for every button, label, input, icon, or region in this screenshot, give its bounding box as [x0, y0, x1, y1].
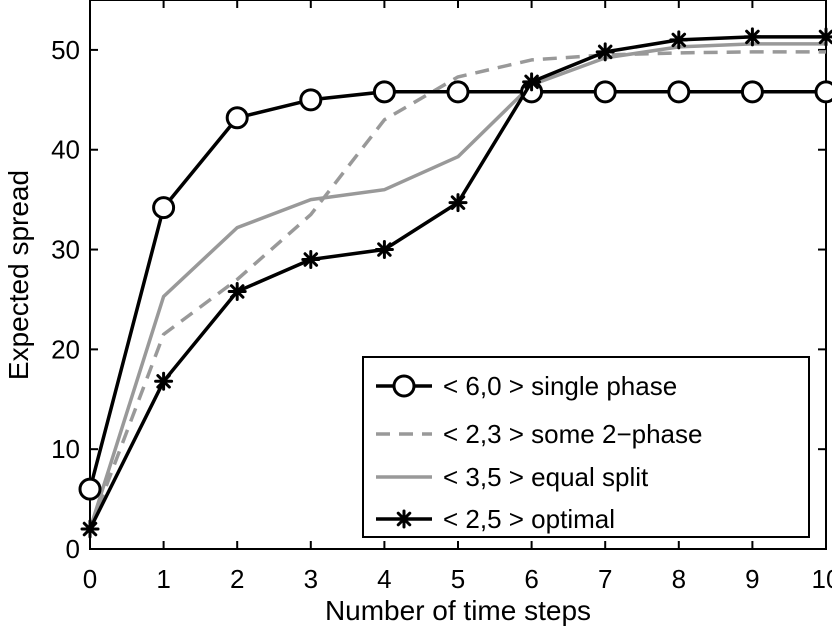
x-axis-ticks: 0 1 2 3 4 5 6 7 8 9 10 — [83, 0, 832, 594]
data-point — [299, 88, 323, 112]
data-point — [301, 250, 321, 270]
y-tick-label: 50 — [51, 35, 80, 65]
legend-label: < 3,5 > equal split — [443, 462, 649, 492]
x-tick-label: 6 — [524, 564, 538, 594]
y-tick-label: 20 — [51, 334, 80, 364]
data-point — [374, 240, 394, 260]
legend-marker — [394, 509, 414, 529]
y-tick-label: 40 — [51, 135, 80, 165]
legend: < 6,0 > single phase < 2,3 > some 2−phase… — [362, 356, 810, 538]
series-0 — [78, 80, 832, 501]
x-axis-label: Number of time steps — [325, 595, 591, 626]
legend-box — [362, 356, 810, 538]
series-line — [88, 42, 826, 530]
data-point — [667, 80, 691, 104]
data-point — [227, 281, 247, 301]
y-axis-label: Expected spread — [3, 170, 34, 380]
legend-label: < 2,5 > optimal — [443, 504, 615, 534]
y-tick-label: 30 — [51, 235, 80, 265]
series-2 — [88, 42, 826, 530]
series-3 — [80, 27, 832, 539]
x-tick-label: 3 — [304, 564, 318, 594]
x-tick-label: 2 — [230, 564, 244, 594]
x-tick-label: 0 — [83, 564, 97, 594]
legend-entry: < 3,5 > equal split — [376, 462, 649, 492]
data-point — [80, 519, 100, 539]
legend-marker — [392, 374, 416, 398]
data-point — [669, 30, 689, 50]
data-point — [814, 80, 832, 104]
x-tick-label: 9 — [745, 564, 759, 594]
data-point — [78, 477, 102, 501]
series-1 — [88, 50, 826, 530]
y-tick-label: 10 — [51, 434, 80, 464]
y-tick-label: 0 — [66, 534, 80, 564]
data-point — [446, 80, 470, 104]
data-point — [448, 193, 468, 213]
x-tick-label: 1 — [156, 564, 170, 594]
data-point — [593, 80, 617, 104]
legend-entry: < 2,3 > some 2−phase — [376, 419, 702, 449]
legend-label: < 2,3 > some 2−phase — [443, 419, 702, 449]
legend-entry: < 2,5 > optimal — [376, 504, 615, 534]
data-point — [372, 80, 396, 104]
x-tick-label: 4 — [377, 564, 391, 594]
x-tick-label: 7 — [598, 564, 612, 594]
x-tick-label: 10 — [812, 564, 832, 594]
data-point — [522, 72, 542, 92]
series-line — [88, 50, 826, 530]
data-point — [595, 42, 615, 62]
data-point — [740, 80, 764, 104]
series-layer — [78, 27, 832, 539]
data-point — [225, 106, 249, 130]
legend-label: < 6,0 > single phase — [443, 371, 677, 401]
data-point — [816, 27, 832, 47]
data-point — [152, 196, 176, 220]
x-tick-label: 8 — [672, 564, 686, 594]
data-point — [742, 27, 762, 47]
data-point — [154, 371, 174, 391]
y-axis-ticks: 0 10 20 30 40 50 — [51, 35, 826, 564]
legend-entry: < 6,0 > single phase — [376, 371, 677, 401]
x-tick-label: 5 — [451, 564, 465, 594]
legend-entries: < 6,0 > single phase < 2,3 > some 2−phase… — [376, 371, 702, 534]
